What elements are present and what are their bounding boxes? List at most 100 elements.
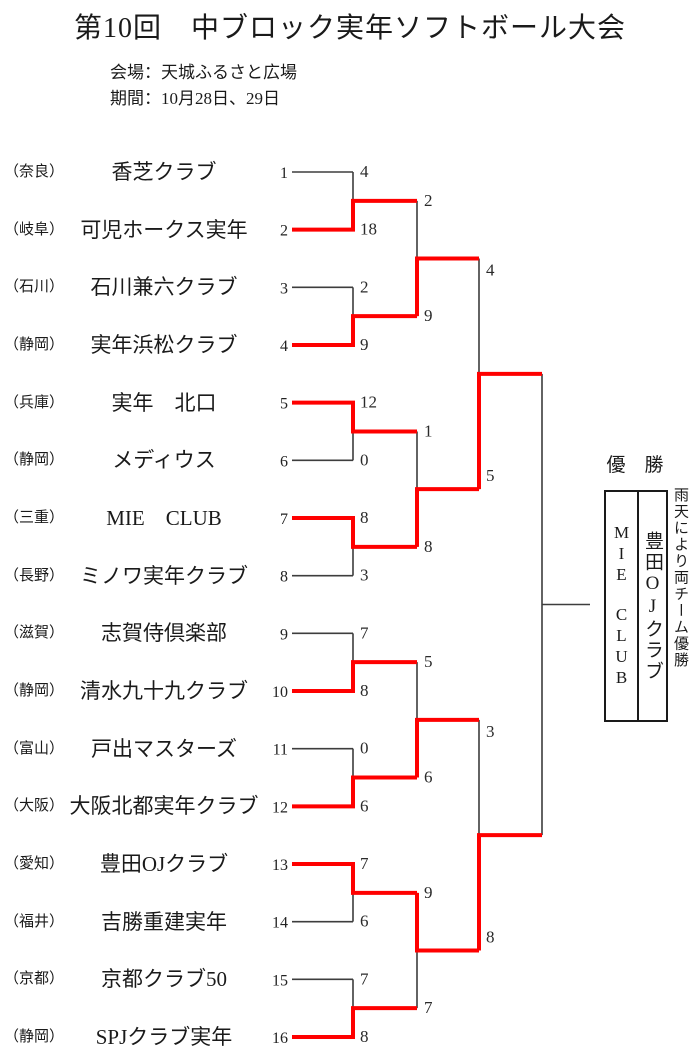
round1-score: 8 xyxy=(360,681,369,700)
round1-score: 9 xyxy=(360,335,369,354)
seed-number: 10 xyxy=(272,684,288,701)
prefecture-label: （滋賀） xyxy=(4,625,65,642)
winner-path-line xyxy=(292,516,417,549)
winner-path-line xyxy=(415,892,479,953)
prefecture-label: （石川） xyxy=(4,279,65,296)
prefecture-label: （福井） xyxy=(4,913,65,930)
prefecture-label: （静岡） xyxy=(4,452,65,469)
team-row: （京都） 京都クラブ50 xyxy=(0,964,292,994)
winner-path-line xyxy=(292,400,417,434)
prefecture-label: （静岡） xyxy=(4,1029,65,1045)
team-name: 実年 北口 xyxy=(111,390,217,415)
team-name: 実年浜松クラブ xyxy=(90,333,238,357)
round1-score: 0 xyxy=(360,450,369,469)
team-row: （静岡） メディウス xyxy=(0,445,292,475)
round1-score: 18 xyxy=(360,220,377,239)
team-name: SPJクラブ実年 xyxy=(95,1025,233,1049)
team-name: 吉勝重建実年 xyxy=(101,909,227,934)
round2-score: 2 xyxy=(424,191,433,210)
prefecture-label: （京都） xyxy=(4,971,65,988)
round2-score: 1 xyxy=(424,422,433,441)
seed-number: 12 xyxy=(272,799,288,816)
team-name: 京都クラブ50 xyxy=(101,967,227,992)
round1-score: 7 xyxy=(360,623,369,642)
prefecture-label: （静岡） xyxy=(4,683,65,699)
round1-score: 7 xyxy=(360,969,369,988)
prefecture-label: （岐阜） xyxy=(4,221,65,238)
team-row: （富山） 戸出マスターズ xyxy=(0,734,292,764)
seed-number: 11 xyxy=(273,742,288,759)
winner-path-line xyxy=(292,1006,417,1040)
team-name: ミノワ実年クラブ xyxy=(80,563,248,588)
seed-number: 15 xyxy=(272,972,288,989)
round1-score: 3 xyxy=(360,566,369,585)
team-row: （兵庫） 実年 北口 xyxy=(0,388,292,418)
winner-path-line xyxy=(415,487,479,547)
semifinal-score: 8 xyxy=(486,928,495,947)
prefecture-label: （富山） xyxy=(4,740,65,757)
seed-number: 6 xyxy=(280,453,288,470)
semifinal-score: 4 xyxy=(486,261,495,280)
winner-path-line xyxy=(292,660,417,694)
seed-number: 9 xyxy=(280,626,288,643)
seed-number: 7 xyxy=(280,511,288,528)
seed-number: 14 xyxy=(272,915,288,932)
period-line: 期間：10月28日、29日 xyxy=(110,89,280,108)
team-name: 豊田OJクラブ xyxy=(99,852,229,876)
round1-score: 6 xyxy=(360,796,369,815)
round1-score: 0 xyxy=(360,739,369,758)
team-row: （石川） 石川兼六クラブ xyxy=(0,272,292,302)
round2-score: 5 xyxy=(424,652,433,671)
seed-number: 1 xyxy=(280,165,288,182)
prefecture-label: （奈良） xyxy=(4,164,65,180)
prefecture-label: （静岡） xyxy=(4,337,65,353)
team-name: 戸出マスターズ xyxy=(91,736,237,761)
round1-score: 7 xyxy=(360,854,369,873)
team-row: （滋賀） 志賀侍倶楽部 xyxy=(0,618,292,648)
champion-note: 雨天により両チーム優勝 xyxy=(672,487,688,669)
team-name: 清水九十九クラブ xyxy=(80,679,248,703)
team-row: （長野） ミノワ実年クラブ xyxy=(0,561,292,591)
round2-score: 6 xyxy=(424,768,433,787)
team-name: MIE CLUB xyxy=(106,506,222,530)
team-name: 香芝クラブ xyxy=(111,160,217,184)
team-row: （大阪） 大阪北都実年クラブ xyxy=(0,791,292,821)
winner-path-line xyxy=(292,775,417,809)
round1-score: 4 xyxy=(360,162,369,181)
champion-box: MIE CLUB 豊田OJクラブ xyxy=(604,490,668,722)
seed-number: 2 xyxy=(280,223,288,240)
page-title: 第10回 中ブロック実年ソフトボール大会 xyxy=(73,13,626,44)
round1-score: 8 xyxy=(360,1027,369,1046)
round1-score: 8 xyxy=(360,508,369,527)
winner-path-line xyxy=(292,198,417,232)
bracket-line xyxy=(292,171,590,1038)
prefecture-label: （長野） xyxy=(4,567,65,584)
seed-number: 5 xyxy=(280,396,288,413)
round2-score: 9 xyxy=(424,306,433,325)
winner-path-line xyxy=(477,371,542,490)
semifinal-score: 3 xyxy=(486,722,495,741)
round1-score: 12 xyxy=(360,393,377,412)
team-name: メディウス xyxy=(112,448,216,473)
team-name: 可児ホークス実年 xyxy=(80,217,248,242)
team-name: 大阪北都実年クラブ xyxy=(69,794,259,819)
seed-number: 3 xyxy=(280,280,288,297)
prefecture-label: （三重） xyxy=(4,510,65,526)
seed-number: 13 xyxy=(272,857,288,874)
team-row: （静岡） 実年浜松クラブ xyxy=(0,330,292,360)
round1-score: 2 xyxy=(360,277,369,296)
round2-score: 9 xyxy=(424,883,433,902)
winner-path-line xyxy=(292,862,417,895)
semifinal-score: 5 xyxy=(486,466,495,485)
champion-label: 優 勝 xyxy=(606,455,664,476)
champion-team-2: 豊田OJクラブ xyxy=(642,530,663,682)
prefecture-label: （大阪） xyxy=(4,798,65,815)
prefecture-label: （兵庫） xyxy=(4,394,65,411)
seed-number: 16 xyxy=(272,1030,288,1047)
winner-path-line xyxy=(415,256,479,317)
team-row: （静岡） 清水九十九クラブ xyxy=(0,676,292,706)
champion-team-1: MIE CLUB xyxy=(606,492,639,720)
prefecture-label: （愛知） xyxy=(4,856,65,872)
team-row: （岐阜） 可児ホークス実年 xyxy=(0,215,292,245)
